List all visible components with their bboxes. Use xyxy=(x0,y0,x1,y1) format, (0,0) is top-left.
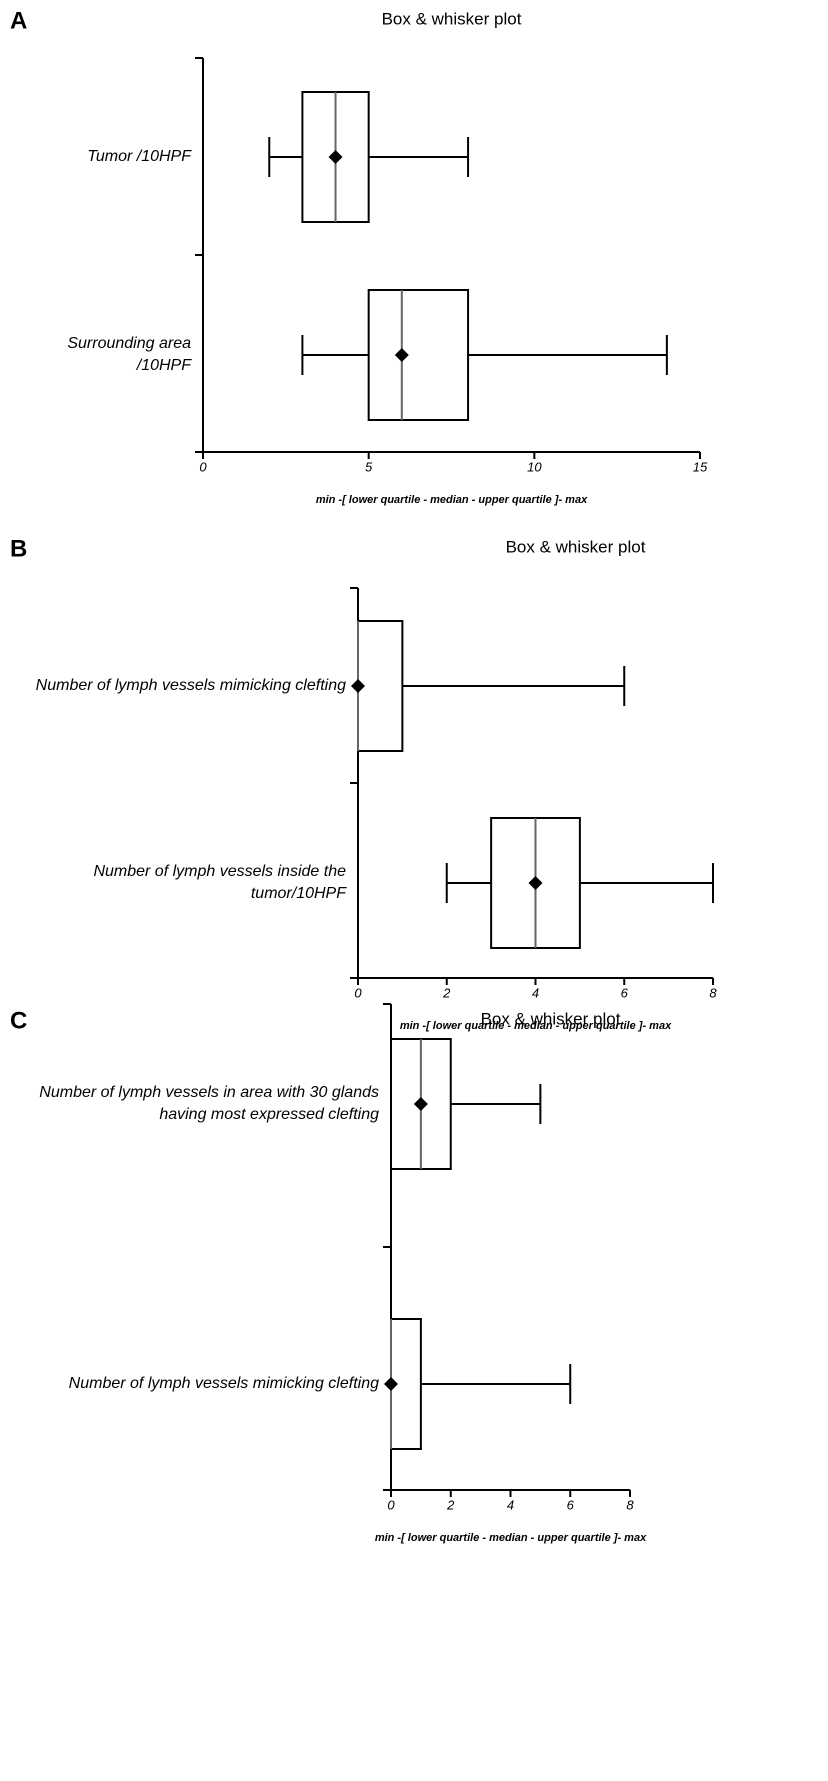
chart-title: Box & whisker plot xyxy=(481,1009,621,1028)
panel-label: A xyxy=(10,7,27,34)
x-tick-label: 0 xyxy=(387,1497,395,1512)
x-axis-label: min -[ lower quartile - median - upper q… xyxy=(316,494,588,506)
panel-label: B xyxy=(10,535,27,562)
x-tick-label: 6 xyxy=(567,1497,575,1512)
category-label: Number of lymph vessels inside the tumor… xyxy=(93,863,346,902)
category-label: Number of lymph vessels in area with 30 … xyxy=(39,1084,379,1123)
x-tick-label: 8 xyxy=(626,1497,634,1512)
x-tick-label: 0 xyxy=(199,459,207,474)
x-tick-label: 2 xyxy=(442,985,451,1000)
x-tick-label: 10 xyxy=(527,459,542,474)
category-label: Number of lymph vessels mimicking clefti… xyxy=(35,677,346,694)
x-axis-label: min -[ lower quartile - median - upper q… xyxy=(375,1532,647,1544)
mean-marker xyxy=(384,1377,398,1391)
mean-marker xyxy=(351,679,365,693)
chart-title: Box & whisker plot xyxy=(506,537,646,556)
x-tick-label: 0 xyxy=(354,985,362,1000)
x-tick-label: 2 xyxy=(446,1497,455,1512)
box xyxy=(367,289,470,421)
x-tick-label: 5 xyxy=(365,459,373,474)
x-tick-label: 15 xyxy=(693,459,708,474)
category-label: Tumor /10HPF xyxy=(87,148,191,165)
x-axis-label: min -[ lower quartile - median - upper q… xyxy=(400,1020,672,1032)
category-label: Surrounding area /10HPF xyxy=(67,335,191,374)
panel-label: C xyxy=(10,1007,27,1034)
x-tick-label: 4 xyxy=(532,985,539,1000)
category-label: Number of lymph vessels mimicking clefti… xyxy=(68,1375,379,1392)
chart-title: Box & whisker plot xyxy=(382,9,522,28)
mean-marker xyxy=(528,876,543,890)
x-tick-label: 8 xyxy=(709,985,717,1000)
mean-marker xyxy=(394,348,409,362)
mean-marker xyxy=(413,1097,428,1111)
mean-marker xyxy=(328,150,343,164)
x-tick-label: 6 xyxy=(621,985,629,1000)
x-tick-label: 4 xyxy=(507,1497,514,1512)
